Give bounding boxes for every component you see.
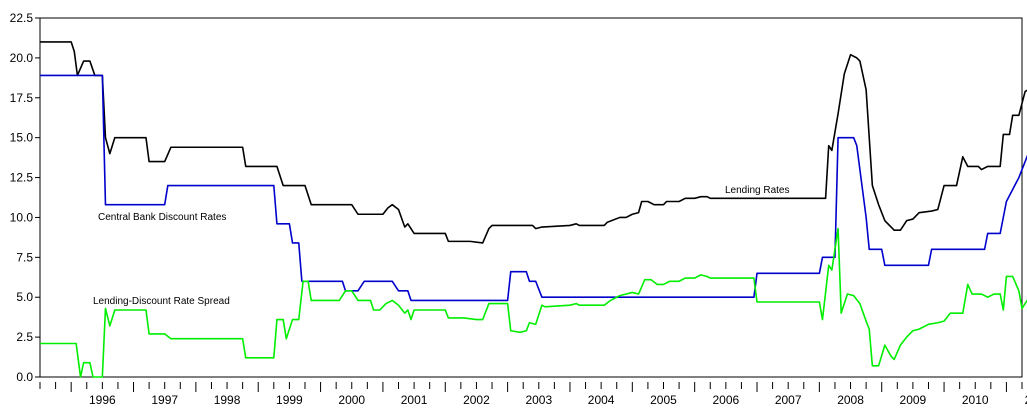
x-tick-label: 2004 [588, 393, 615, 407]
plot-border [39, 17, 1023, 378]
y-tick-label: 2.5 [16, 330, 33, 344]
annotation-lending-rates: Lending Rates [725, 185, 790, 196]
series-line-discount [40, 74, 1027, 302]
annotation-layer: Lending Rates Central Bank Discount Rate… [93, 185, 790, 307]
y-tick-label: 17.5 [10, 91, 34, 105]
x-tick-label: 1998 [214, 393, 241, 407]
x-tick-label: 2007 [775, 393, 802, 407]
y-tick-label: 10.0 [10, 210, 34, 224]
x-axis: 1996 1997 1998 1999 2000 2001 2002 2003 2004 2005… [39, 382, 1027, 407]
x-tick-label: 2001 [401, 393, 428, 407]
x-tick-label: 2000 [338, 393, 365, 407]
y-axis: 0.0 2.5 5.0 7.5 10.0 12.5 15.0 17.5 20.0 22.5 [10, 11, 40, 384]
y-tick-label: 22.5 [10, 11, 34, 25]
annotation-discount-rates: Central Bank Discount Rates [98, 212, 226, 223]
y-tick-label: 7.5 [16, 250, 33, 264]
annotation-spread: Lending-Discount Rate Spread [93, 296, 230, 307]
plot-frame [39, 17, 1023, 378]
x-tick-label: 2005 [650, 393, 677, 407]
y-tick-label: 20.0 [10, 51, 34, 65]
x-tick-label: 2011 [1025, 393, 1027, 407]
y-tick-label: 5.0 [16, 290, 33, 304]
series-line-lending [40, 41, 1027, 244]
y-tick-label: 0.0 [16, 370, 33, 384]
x-tick-label: 2002 [463, 393, 490, 407]
series-layer [40, 41, 1027, 378]
series-line-spread [40, 227, 1027, 378]
x-tick-label: 2003 [525, 393, 552, 407]
x-tick-label: 1997 [151, 393, 178, 407]
x-tick-label: 2008 [837, 393, 864, 407]
y-tick-label: 12.5 [10, 171, 34, 185]
x-tick-label: 1996 [89, 393, 116, 407]
x-tick-label: 2009 [900, 393, 927, 407]
x-tick-label: 2006 [712, 393, 739, 407]
x-tick-label: 2010 [962, 393, 989, 407]
y-tick-label: 15.0 [10, 131, 34, 145]
x-tick-label: 1999 [276, 393, 303, 407]
